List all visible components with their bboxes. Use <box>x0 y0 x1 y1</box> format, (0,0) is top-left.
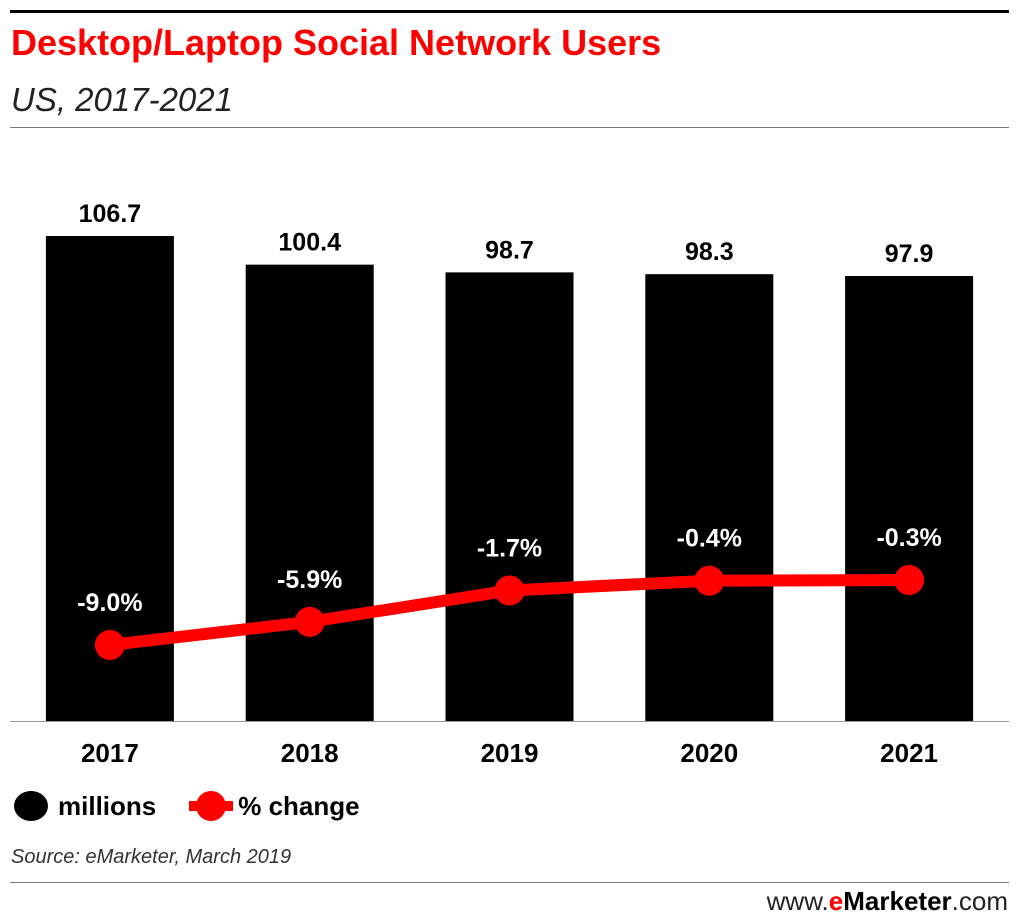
bar-value-label-2020: 98.3 <box>685 238 734 266</box>
percent-change-label-2021: -0.3% <box>876 524 941 552</box>
legend: millions % change <box>14 786 400 826</box>
footer-brand-e: e <box>828 886 844 916</box>
line-layer <box>94 565 925 660</box>
percent-change-point-2017 <box>94 630 125 660</box>
x-tick-label-2020: 2020 <box>680 738 738 768</box>
bar-2019 <box>445 272 574 721</box>
legend-line-swatch-icon <box>189 791 234 821</box>
x-tick-label-2018: 2018 <box>281 738 339 768</box>
legend-label-millions: millions <box>58 790 157 821</box>
bar-2020 <box>645 274 774 721</box>
bars-layer <box>45 236 974 721</box>
footer-prefix: www. <box>766 886 829 916</box>
footer-brand-name: Marketer <box>843 886 952 916</box>
percent-change-label-2017: -9.0% <box>77 589 142 617</box>
legend-item-percent-change: % change <box>189 790 360 822</box>
percent-change-label-2020: -0.4% <box>677 525 742 553</box>
legend-label-percent-change: % change <box>238 790 360 821</box>
percent-change-point-2019 <box>494 575 525 606</box>
percent-change-point-2021 <box>894 565 925 595</box>
footer-rule <box>10 882 1009 883</box>
bar-2021 <box>845 276 974 721</box>
bar-2018 <box>245 264 374 721</box>
percent-change-point-2018 <box>294 606 325 637</box>
top-rule <box>10 10 1009 13</box>
footer-suffix: .com <box>951 886 1008 916</box>
axis-layer: 2017 2018 2019 2020 2021 <box>10 721 1009 768</box>
legend-item-millions: millions <box>14 791 156 822</box>
chart-area: 2017 2018 2019 2020 2021 106.7 100.4 98.7 98.3 9… <box>10 200 1009 768</box>
chart-title: Desktop/Laptop Social Network Users <box>11 22 662 63</box>
labels-layer: 106.7 100.4 98.7 98.3 97.9 -9.0% -5.9% -1.7% -0.… <box>77 200 942 617</box>
source-note: Source: eMarketer, March 2019 <box>11 846 292 868</box>
x-tick-label-2019: 2019 <box>481 738 539 768</box>
header-rule <box>10 127 1009 128</box>
percent-change-label-2019: -1.7% <box>477 534 542 562</box>
bar-value-label-2021: 97.9 <box>885 240 934 268</box>
x-tick-label-2017: 2017 <box>81 738 139 768</box>
chart-subtitle: US, 2017-2021 <box>11 81 233 118</box>
percent-change-point-2020 <box>694 565 725 596</box>
bar-value-label-2017: 106.7 <box>79 200 142 228</box>
x-tick-label-2021: 2021 <box>880 738 938 768</box>
legend-bar-swatch-icon <box>14 791 48 821</box>
bar-value-label-2018: 100.4 <box>278 229 341 257</box>
percent-change-label-2018: -5.9% <box>277 566 342 594</box>
bar-value-label-2019: 98.7 <box>485 236 534 264</box>
footer-brand: www.eMarketer.com <box>767 886 1008 917</box>
